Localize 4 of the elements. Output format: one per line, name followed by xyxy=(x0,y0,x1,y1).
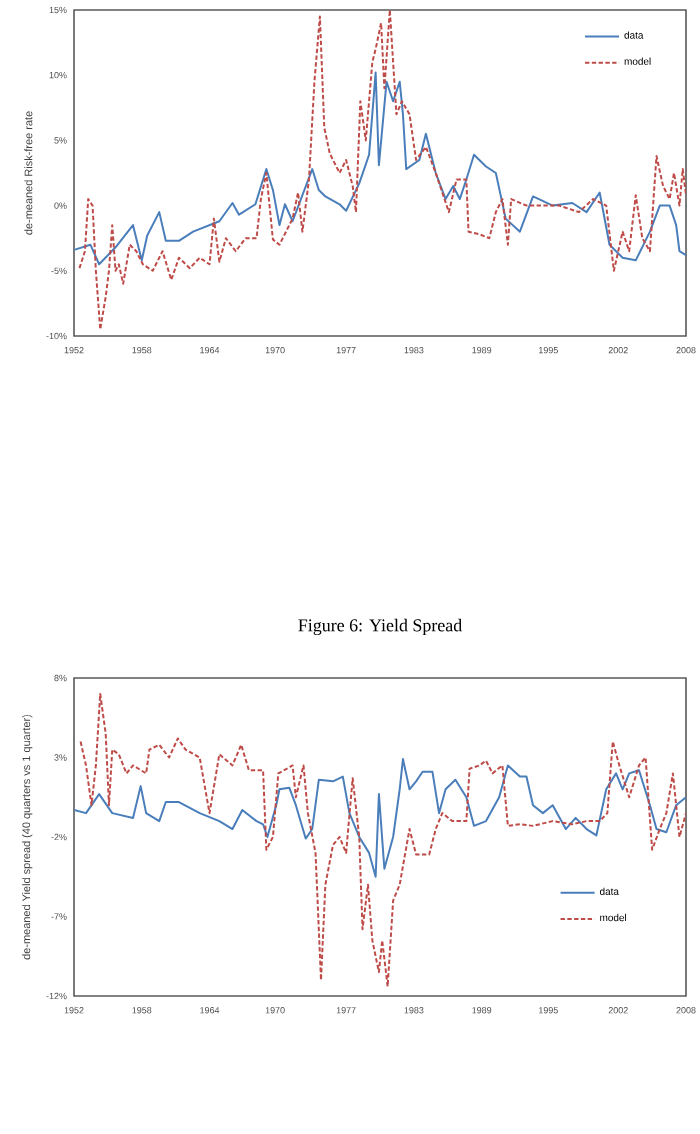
line-series xyxy=(74,71,687,266)
line-series xyxy=(74,758,687,878)
chart-title: Figure 6: Yield Spread xyxy=(298,618,462,636)
line-series xyxy=(79,692,687,988)
